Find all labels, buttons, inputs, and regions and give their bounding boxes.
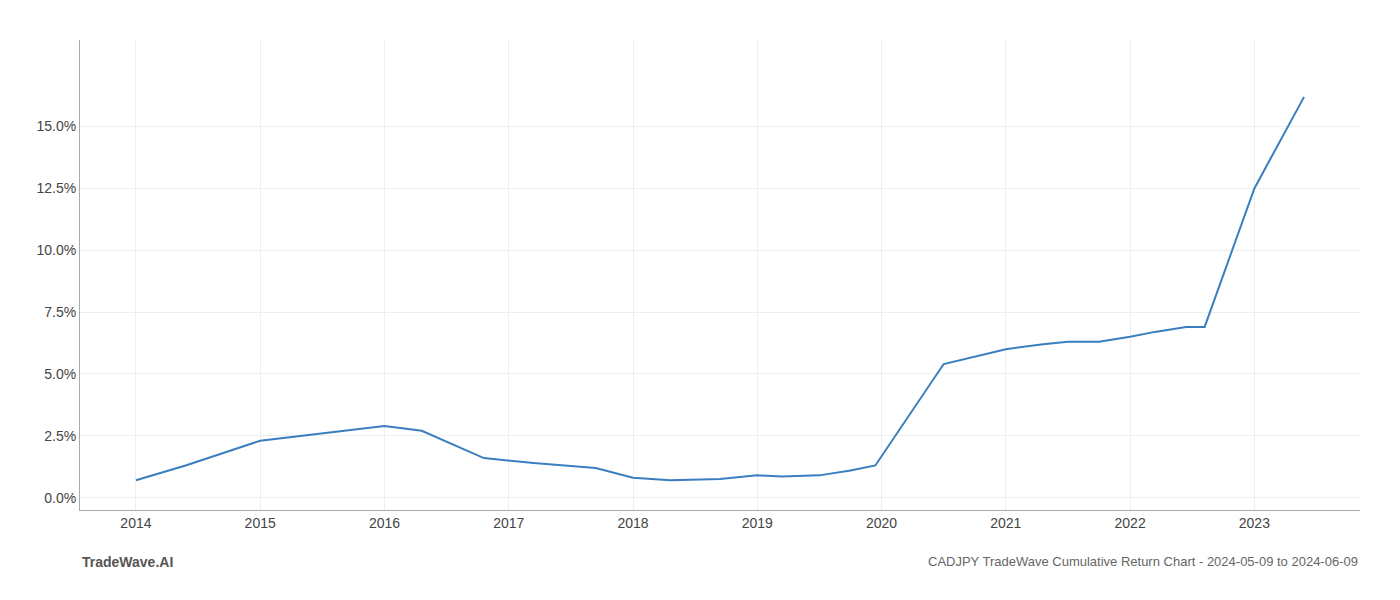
svg-text:0.0%: 0.0% bbox=[44, 490, 76, 506]
svg-text:2021: 2021 bbox=[990, 515, 1021, 531]
svg-text:15.0%: 15.0% bbox=[36, 118, 76, 134]
svg-text:2016: 2016 bbox=[369, 515, 400, 531]
svg-text:2015: 2015 bbox=[245, 515, 276, 531]
svg-text:12.5%: 12.5% bbox=[36, 180, 76, 196]
svg-text:2023: 2023 bbox=[1239, 515, 1270, 531]
svg-text:CADJPY TradeWave Cumulative Re: CADJPY TradeWave Cumulative Return Chart… bbox=[928, 554, 1358, 569]
svg-text:TradeWave.AI: TradeWave.AI bbox=[82, 554, 173, 570]
svg-text:2022: 2022 bbox=[1115, 515, 1146, 531]
svg-text:2014: 2014 bbox=[120, 515, 151, 531]
svg-text:2020: 2020 bbox=[866, 515, 897, 531]
svg-text:2019: 2019 bbox=[742, 515, 773, 531]
svg-text:10.0%: 10.0% bbox=[36, 242, 76, 258]
svg-text:5.0%: 5.0% bbox=[44, 366, 76, 382]
svg-text:2018: 2018 bbox=[617, 515, 648, 531]
svg-text:7.5%: 7.5% bbox=[44, 304, 76, 320]
svg-text:2017: 2017 bbox=[493, 515, 524, 531]
svg-text:2.5%: 2.5% bbox=[44, 428, 76, 444]
